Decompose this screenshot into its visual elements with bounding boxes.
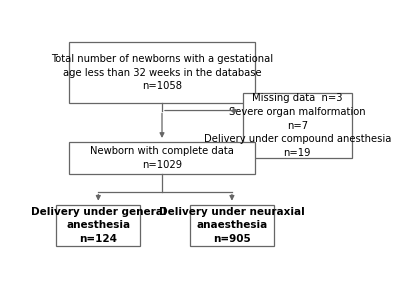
FancyBboxPatch shape [56, 205, 140, 246]
Text: Missing data  n=3
Severe organ malformation
n=7
Delivery under compound anesthes: Missing data n=3 Severe organ malformati… [203, 94, 391, 158]
FancyBboxPatch shape [190, 205, 274, 246]
FancyBboxPatch shape [69, 42, 255, 103]
Text: Total number of newborns with a gestational
age less than 32 weeks in the databa: Total number of newborns with a gestatio… [51, 54, 273, 91]
Text: Delivery under general
anesthesia
n=124: Delivery under general anesthesia n=124 [30, 207, 166, 244]
Text: Newborn with complete data
n=1029: Newborn with complete data n=1029 [90, 146, 234, 170]
Text: Delivery under neuraxial
anaesthesia
n=905: Delivery under neuraxial anaesthesia n=9… [159, 207, 305, 244]
FancyBboxPatch shape [69, 142, 255, 174]
FancyBboxPatch shape [243, 93, 352, 158]
